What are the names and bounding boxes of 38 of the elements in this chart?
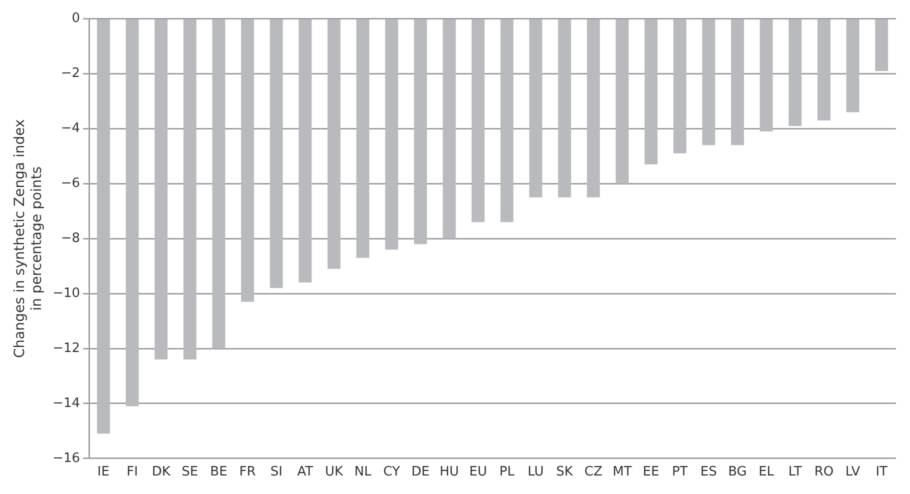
x-tick-label: LU — [528, 464, 544, 480]
x-tick-label: FR — [239, 464, 256, 480]
y-tick-label: −12 — [52, 340, 80, 356]
x-tick-label: AT — [297, 464, 314, 480]
y-tick-label: −8 — [60, 230, 80, 246]
x-tick-label: SE — [182, 464, 198, 480]
x-tick-label: ES — [700, 464, 717, 480]
x-tick-label: LT — [788, 464, 802, 480]
x-tick-label: DE — [411, 464, 430, 480]
x-tick-label: IT — [876, 464, 888, 480]
x-tick-label: PT — [672, 464, 688, 480]
x-tick-label: HU — [440, 464, 459, 480]
y-tick-label: −6 — [60, 176, 80, 192]
y-tick-label: −2 — [60, 66, 80, 82]
x-tick-label: SK — [556, 464, 574, 480]
x-tick-label: BG — [728, 464, 747, 480]
x-tick-label: NL — [354, 464, 372, 480]
x-tick-label: CZ — [584, 464, 602, 480]
x-tick-label: EU — [469, 464, 487, 480]
x-tick-label: LV — [845, 464, 860, 480]
y-tick-label: −14 — [52, 396, 80, 411]
x-tick-label: PL — [499, 464, 516, 480]
y-tick-label: −4 — [60, 121, 80, 136]
x-tick-label: SI — [270, 464, 282, 480]
x-tick-label: CY — [383, 464, 400, 480]
y-tick-label: −10 — [52, 286, 80, 301]
x-tick-label: BE — [210, 464, 228, 480]
y-axis-title: Changes in synthetic Zenga index in percentage points — [12, 119, 45, 358]
x-tick-label: DK — [152, 464, 171, 480]
x-tick-label: FI — [126, 464, 138, 480]
x-tick-label: RO — [814, 464, 834, 480]
x-tick-label: EL — [758, 464, 775, 480]
x-tick-label: EE — [642, 464, 660, 480]
x-tick-label: IE — [97, 464, 110, 480]
y-tick-label: −16 — [52, 450, 80, 466]
y-tick-label: 0 — [72, 11, 80, 26]
x-tick-label: UK — [324, 464, 344, 480]
x-tick-label: MT — [612, 464, 632, 480]
